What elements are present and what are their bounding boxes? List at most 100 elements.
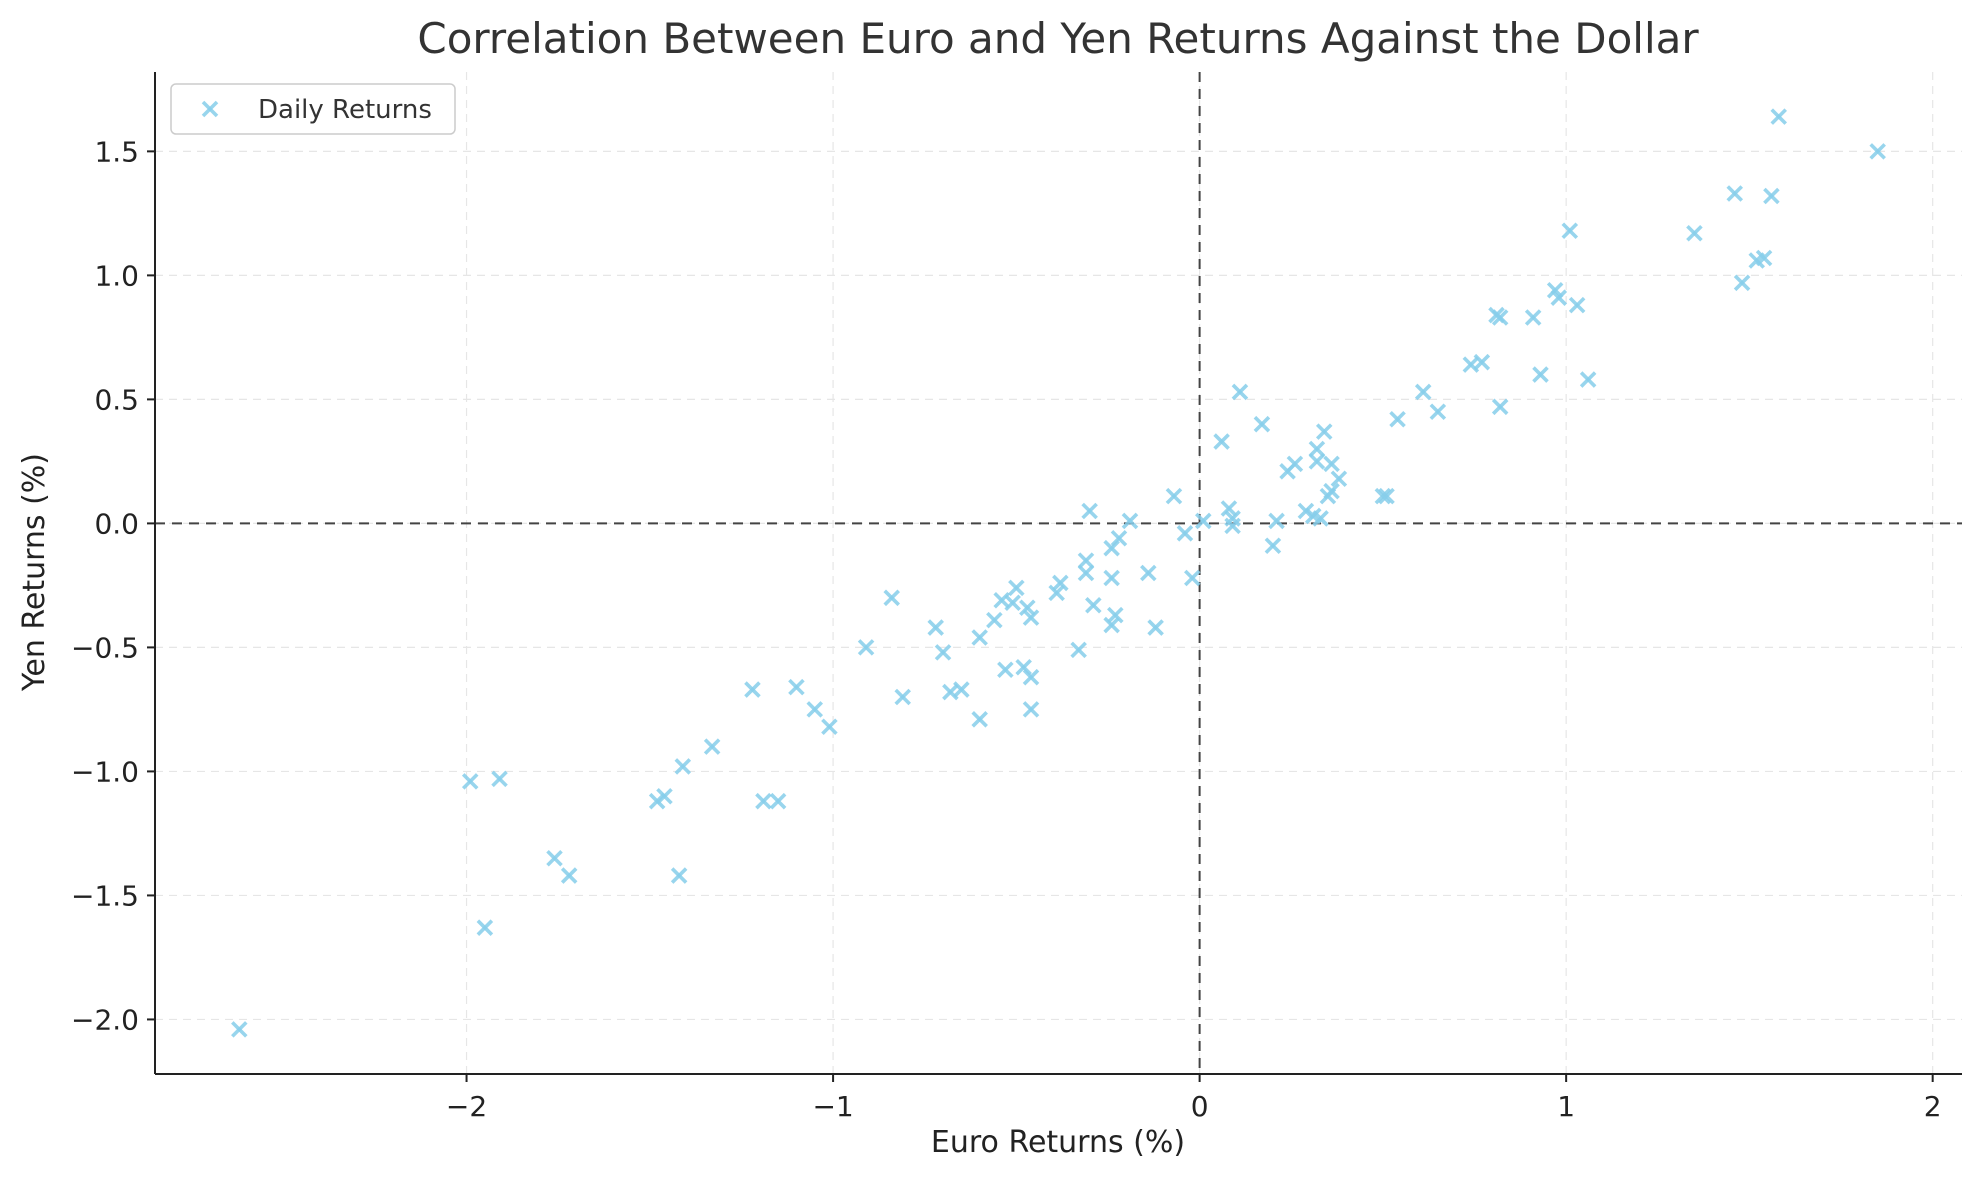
data-point	[1308, 440, 1326, 458]
data-point	[656, 787, 673, 805]
data-point	[1733, 274, 1751, 292]
data-point	[461, 773, 479, 790]
data-point	[1561, 222, 1579, 240]
data-point	[1103, 569, 1120, 587]
data-point	[986, 611, 1003, 629]
data-point	[821, 718, 838, 736]
data-point	[1286, 455, 1304, 473]
data-point	[1770, 108, 1788, 125]
data-point	[670, 867, 688, 884]
data-point	[1264, 537, 1282, 554]
chart-title: Correlation Between Euro and Yen Returns…	[417, 14, 1699, 63]
x-tick-label: −1	[812, 1090, 853, 1123]
data-point	[1378, 487, 1395, 505]
data-point	[1491, 309, 1509, 326]
y-tick-label: −0.5	[71, 631, 139, 664]
data-point	[1491, 398, 1509, 416]
data-point	[1323, 482, 1340, 500]
x-tick-label: 1	[1557, 1090, 1575, 1123]
y-tick-label: 1.5	[94, 135, 139, 168]
y-tick-label: 0.0	[94, 507, 139, 540]
data-point	[1414, 383, 1432, 401]
data-point	[1330, 470, 1348, 488]
data-point	[971, 629, 988, 646]
data-point	[546, 849, 563, 867]
data-point	[231, 1021, 248, 1038]
y-tick-label: −1.5	[71, 879, 139, 912]
data-point	[953, 681, 970, 698]
y-tick-label: 1.0	[94, 259, 139, 292]
data-point	[1323, 455, 1340, 473]
legend: Daily Returns	[170, 83, 456, 135]
data-point	[1220, 500, 1238, 517]
data-point	[1121, 512, 1139, 530]
data-point	[1374, 487, 1392, 505]
data-point	[1103, 616, 1120, 634]
y-tick-label: −2.0	[71, 1003, 139, 1036]
data-point	[491, 770, 508, 788]
legend-box	[170, 83, 456, 135]
data-point	[1077, 552, 1095, 569]
data-point	[1176, 525, 1194, 542]
data-point	[1532, 366, 1549, 383]
data-point	[744, 681, 761, 698]
x-axis-label: Euro Returns (%)	[931, 1125, 1185, 1160]
legend-marker-icon	[201, 100, 219, 118]
data-point	[1015, 658, 1032, 676]
data-point	[997, 661, 1014, 679]
data-point	[1389, 410, 1406, 428]
data-point	[1315, 423, 1333, 440]
data-point	[1253, 415, 1271, 433]
legend-label: Daily Returns	[258, 95, 432, 125]
data-point	[1165, 487, 1183, 505]
data-point	[1103, 539, 1120, 557]
data-point	[1107, 606, 1124, 624]
x-tick-label: 0	[1191, 1090, 1209, 1123]
data-point	[476, 919, 494, 936]
data-point	[1473, 353, 1491, 371]
data-point	[1763, 187, 1780, 205]
y-ticks: −2.0 −1.5 −1.0 −0.5 0.0 0.5 1.0 1.5	[71, 135, 155, 1036]
data-point	[1224, 517, 1241, 535]
data-point	[1110, 530, 1128, 547]
data-point	[1579, 371, 1597, 388]
data-point	[1184, 569, 1201, 587]
data-point	[1755, 249, 1773, 267]
grid-lines	[155, 72, 1962, 1074]
data-point	[674, 758, 692, 775]
axes	[154, 72, 1962, 1075]
data-points	[231, 108, 1886, 1038]
data-point	[971, 711, 988, 728]
data-point	[1312, 510, 1329, 527]
data-point	[1726, 185, 1744, 202]
data-point	[1004, 594, 1021, 612]
data-point	[806, 701, 824, 718]
x-ticks: −2 −1 0 1 2	[446, 1074, 1942, 1123]
y-tick-label: 0.5	[94, 383, 139, 416]
data-point	[769, 792, 787, 810]
data-point	[1081, 502, 1098, 520]
y-tick-label: −1.0	[71, 755, 139, 788]
reference-lines	[155, 72, 1962, 1074]
data-point	[1268, 512, 1285, 530]
data-point	[1022, 701, 1040, 718]
data-point	[1869, 143, 1886, 160]
data-point	[703, 738, 721, 755]
data-point	[755, 792, 772, 810]
data-point	[1022, 609, 1040, 626]
data-point	[1524, 309, 1542, 326]
data-point	[883, 589, 901, 607]
data-point	[1568, 296, 1586, 314]
data-point	[1213, 433, 1230, 450]
data-point	[1550, 289, 1568, 306]
data-point	[1019, 599, 1036, 616]
data-point	[1077, 564, 1095, 582]
data-point	[1022, 668, 1040, 686]
data-point	[1147, 619, 1164, 636]
data-point	[894, 688, 911, 706]
data-point	[1686, 224, 1703, 242]
data-point	[1231, 383, 1249, 401]
y-axis-label: Yen Returns (%)	[17, 453, 52, 692]
data-point	[1429, 403, 1447, 421]
